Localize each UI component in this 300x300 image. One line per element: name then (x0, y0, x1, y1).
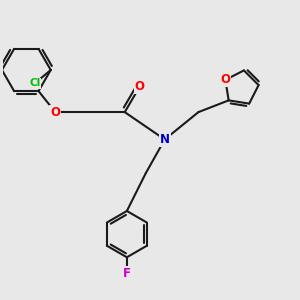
Text: Cl: Cl (29, 78, 40, 88)
Text: O: O (50, 106, 60, 118)
Text: F: F (123, 267, 131, 280)
Text: N: N (160, 133, 170, 146)
Text: O: O (134, 80, 145, 93)
Text: O: O (220, 74, 230, 86)
